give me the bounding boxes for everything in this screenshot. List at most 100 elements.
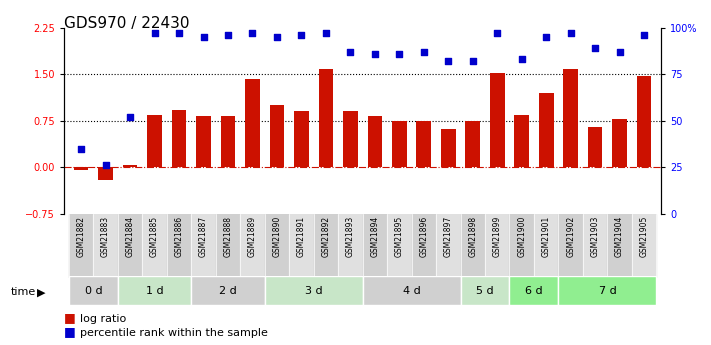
Point [369,51,380,57]
Bar [215,214,240,278]
Text: 5 d: 5 d [476,286,494,296]
Point [491,30,503,36]
Text: GSM21900: GSM21900 [517,216,526,257]
Bar [269,105,284,167]
Bar [264,276,363,305]
Bar [436,214,461,278]
Text: GSM21891: GSM21891 [297,216,306,257]
Bar [167,214,191,278]
Text: GSM21901: GSM21901 [542,216,551,257]
Text: GSM21887: GSM21887 [199,216,208,257]
Bar [490,73,505,167]
Bar [142,214,167,278]
Text: GSM21893: GSM21893 [346,216,355,257]
Bar [93,214,118,278]
Point [272,34,283,40]
Bar [123,166,137,167]
Text: GSM21884: GSM21884 [126,216,134,257]
Point [198,34,209,40]
Text: GSM21889: GSM21889 [248,216,257,257]
Text: 0 d: 0 d [85,286,102,296]
Text: GSM21885: GSM21885 [150,216,159,257]
Point [124,114,136,120]
Text: GSM21898: GSM21898 [469,216,477,257]
Bar [612,119,627,167]
Text: GDS970 / 22430: GDS970 / 22430 [64,16,190,30]
Point [540,34,552,40]
Bar [363,214,387,278]
Bar [588,127,602,167]
Bar [220,116,235,167]
Text: 7 d: 7 d [599,286,616,296]
Bar [558,276,656,305]
Bar [69,214,93,278]
Text: 1 d: 1 d [146,286,164,296]
Text: GSM21904: GSM21904 [615,216,624,257]
Text: log ratio: log ratio [80,314,126,324]
Bar [314,214,338,278]
Point [173,30,185,36]
Point [320,30,331,36]
Point [614,49,625,55]
Point [394,51,405,57]
Bar [637,76,651,167]
Bar [363,276,461,305]
Bar [319,69,333,167]
Text: ■: ■ [64,325,76,338]
Text: GSM21894: GSM21894 [370,216,380,257]
Bar [191,214,215,278]
Text: GSM21888: GSM21888 [223,216,232,257]
Text: 2 d: 2 d [219,286,237,296]
Bar [98,167,113,180]
Bar [514,115,529,167]
Text: GSM21890: GSM21890 [272,216,282,257]
Bar [118,214,142,278]
Bar [417,121,431,167]
Text: ▶: ▶ [37,287,46,297]
Point [565,30,577,36]
Text: time: time [11,287,36,296]
Bar [392,121,407,167]
Bar [171,110,186,167]
Bar [191,276,264,305]
Bar [583,214,607,278]
Point [345,49,356,55]
Point [100,163,112,168]
Text: GSM21882: GSM21882 [77,216,85,257]
Text: ■: ■ [64,311,76,324]
Point [296,32,307,38]
Text: GSM21905: GSM21905 [640,216,648,257]
Bar [147,115,162,167]
Point [223,32,234,38]
Text: GSM21895: GSM21895 [395,216,404,257]
Text: 4 d: 4 d [402,286,420,296]
Text: GSM21903: GSM21903 [591,216,599,257]
Text: GSM21896: GSM21896 [419,216,428,257]
Bar [118,276,191,305]
Point [442,58,454,64]
Bar [534,214,558,278]
Bar [69,276,118,305]
Text: GSM21892: GSM21892 [321,216,331,257]
Point [75,146,87,151]
Point [516,57,528,62]
Bar [412,214,436,278]
Text: GSM21883: GSM21883 [101,216,110,257]
Bar [632,214,656,278]
Point [418,49,429,55]
Bar [338,214,363,278]
Point [467,58,479,64]
Bar [461,276,510,305]
Bar [466,121,480,167]
Text: 6 d: 6 d [525,286,542,296]
Text: 3 d: 3 d [305,286,323,296]
Bar [343,111,358,167]
Bar [240,214,264,278]
Point [247,30,258,36]
Bar [196,116,211,167]
Text: GSM21902: GSM21902 [566,216,575,257]
Text: GSM21897: GSM21897 [444,216,453,257]
Text: GSM21886: GSM21886 [174,216,183,257]
Bar [563,69,578,167]
Bar [289,214,314,278]
